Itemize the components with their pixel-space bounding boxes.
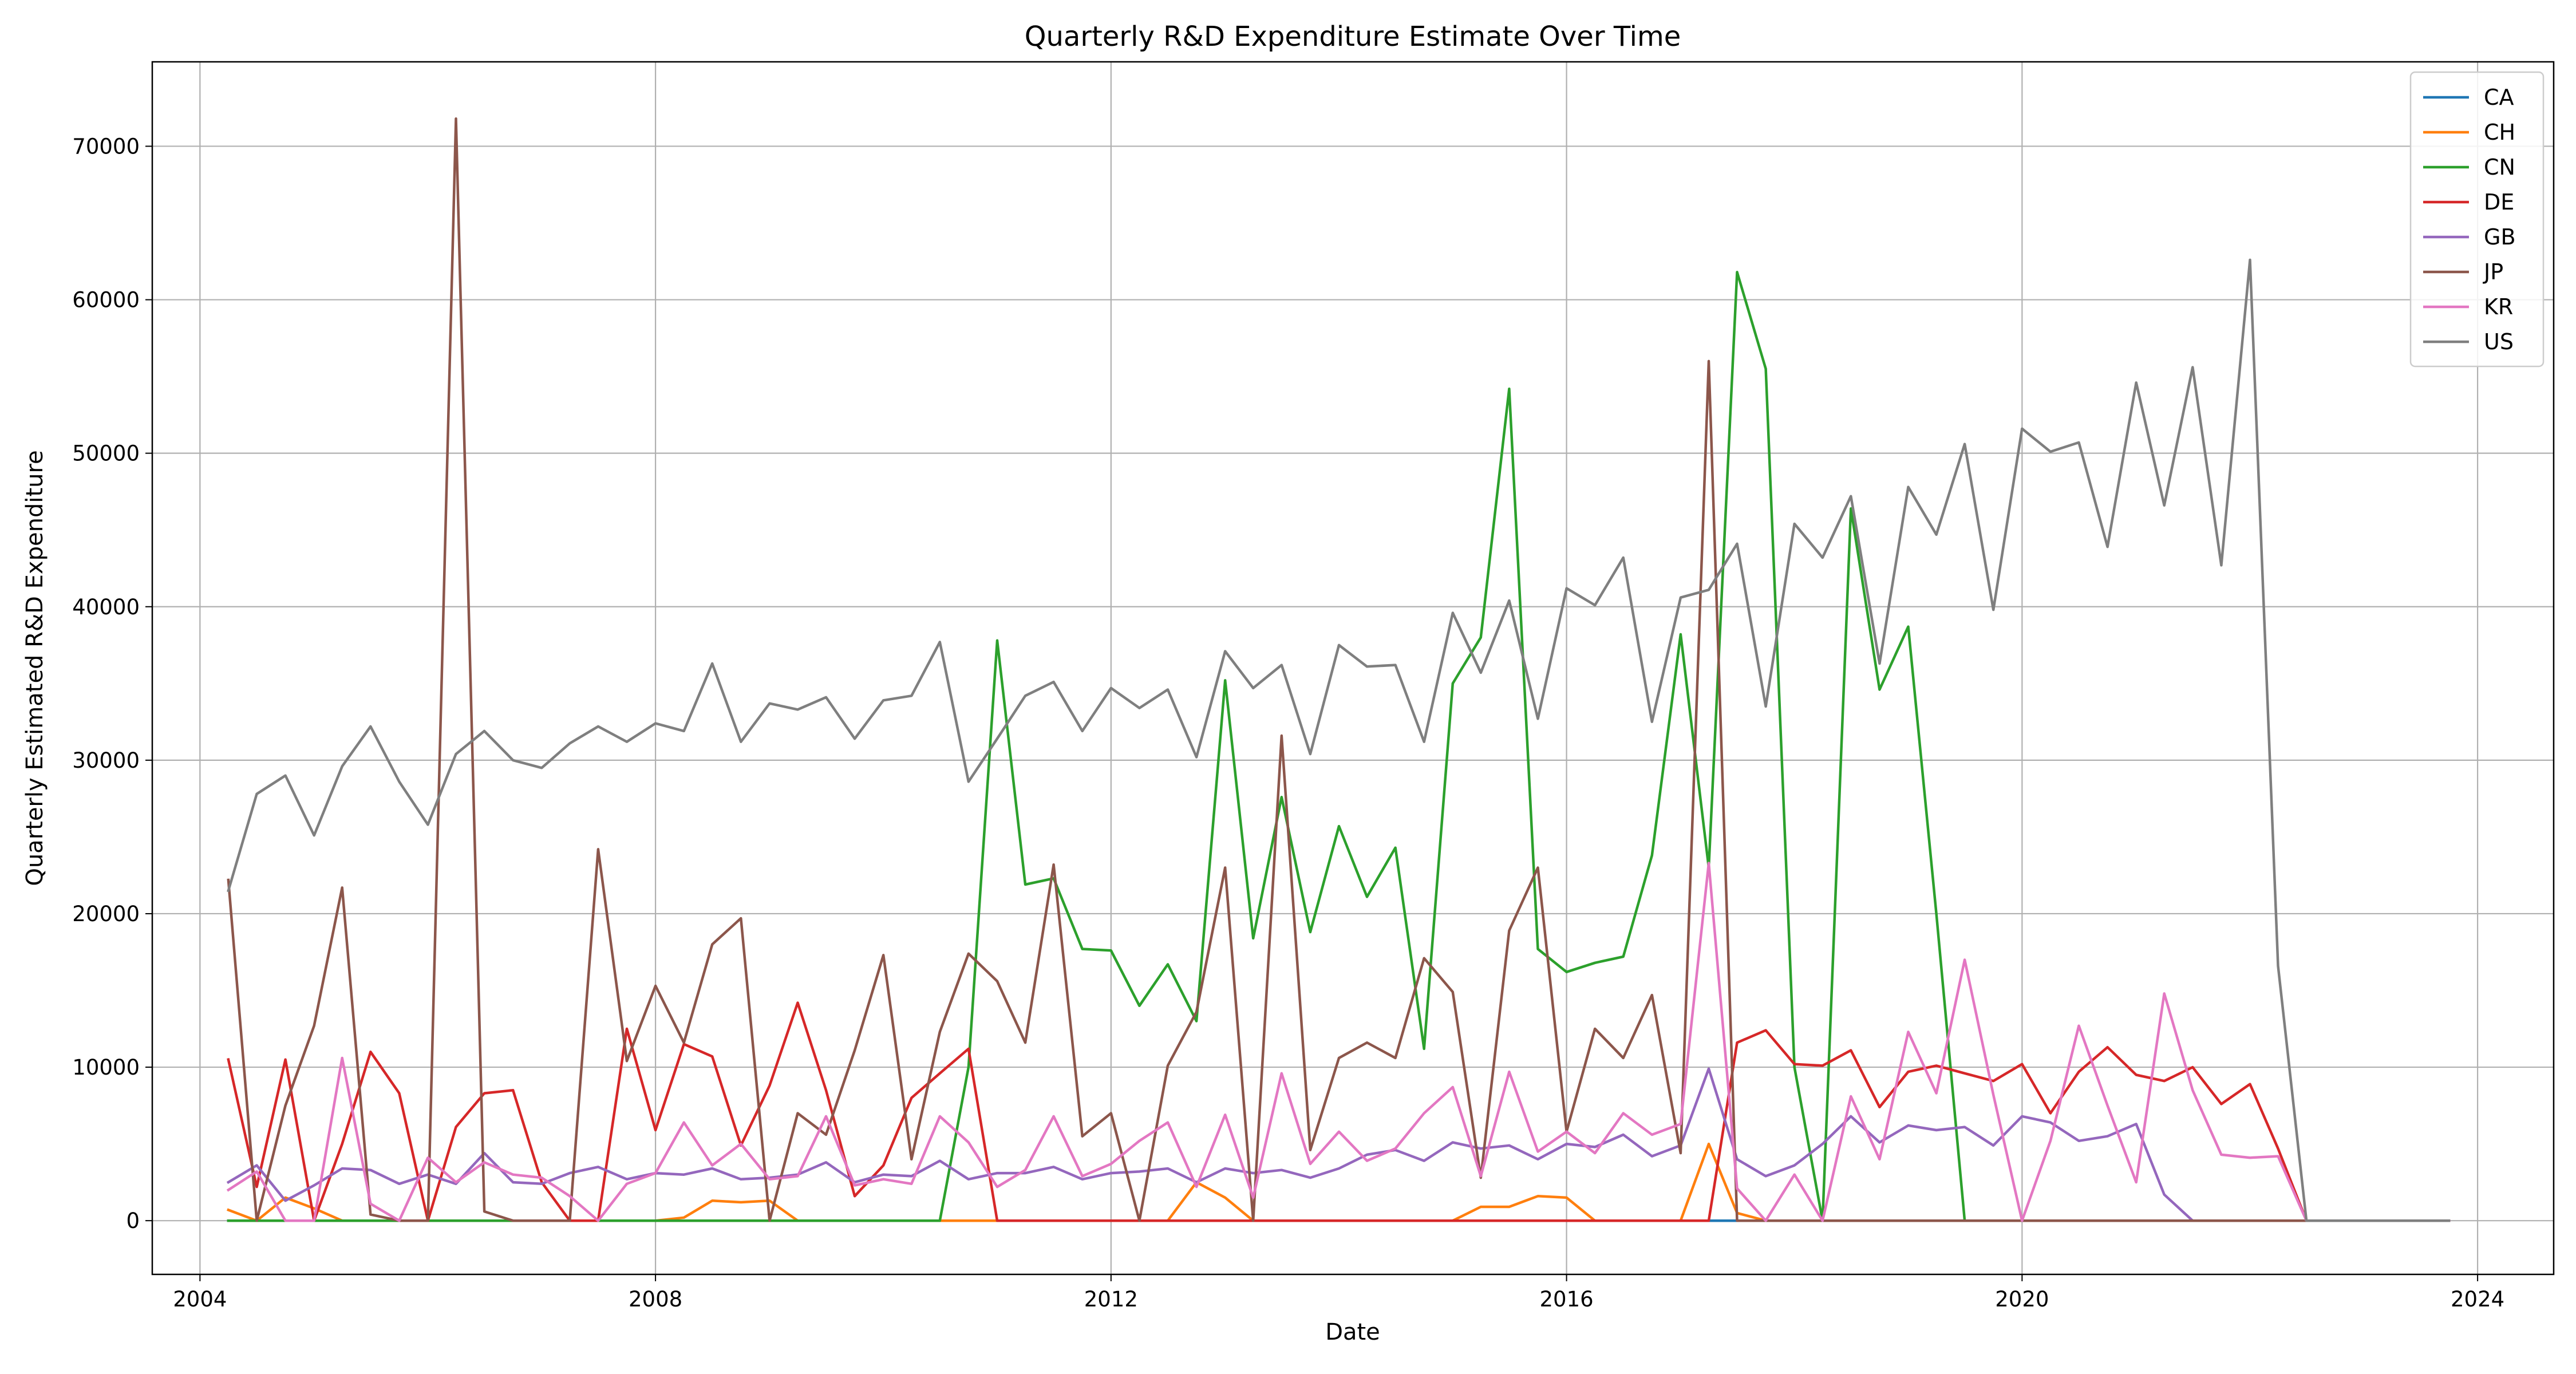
legend-label-ca: CA <box>2484 85 2514 110</box>
legend-label-jp: JP <box>2483 259 2503 285</box>
x-tick-label: 2008 <box>629 1287 682 1312</box>
series-lines <box>226 117 2451 1222</box>
y-tick-label: 40000 <box>72 595 140 619</box>
y-tick-label: 50000 <box>72 441 140 466</box>
x-tick-label: 2004 <box>173 1287 227 1312</box>
y-tick-label: 10000 <box>72 1055 140 1080</box>
legend-label-kr: KR <box>2484 294 2513 319</box>
y-axis-ticks: 0 10000 20000 30000 40000 50000 60000 70000 <box>72 134 152 1233</box>
x-tick-label: 2016 <box>1540 1287 1594 1312</box>
series-line-kr <box>226 862 2451 1222</box>
legend-box <box>2409 71 2545 368</box>
x-axis-label: Date <box>1325 1319 1380 1345</box>
x-tick-label: 2024 <box>2451 1287 2504 1312</box>
legend-label-gb: GB <box>2484 224 2516 250</box>
plot-frame <box>151 61 2555 1276</box>
y-tick-label: 20000 <box>72 902 140 926</box>
chart-title: Quarterly R&D Expenditure Estimate Over … <box>1025 21 1681 53</box>
y-axis-label: Quarterly Estimated R&D Expenditure <box>22 450 48 886</box>
series-line-gb <box>226 1067 2451 1222</box>
legend-label-de: DE <box>2484 189 2514 215</box>
legend-label-ch: CH <box>2484 120 2515 145</box>
y-tick-label: 70000 <box>72 134 140 159</box>
y-tick-label: 30000 <box>72 748 140 773</box>
legend-label-us: US <box>2484 329 2514 354</box>
y-tick-label: 60000 <box>72 288 140 313</box>
series-line-us <box>227 258 2451 1222</box>
legend: CA CH CN DE GB JP KR US <box>2409 71 2545 368</box>
series-line-jp <box>227 117 2451 1222</box>
x-tick-label: 2012 <box>1084 1287 1138 1312</box>
y-tick-label: 0 <box>126 1209 140 1233</box>
x-axis-ticks: 2004 2008 2012 2016 2020 2024 <box>173 1274 2504 1312</box>
legend-label-cn: CN <box>2484 155 2515 180</box>
x-tick-label: 2020 <box>1995 1287 2049 1312</box>
